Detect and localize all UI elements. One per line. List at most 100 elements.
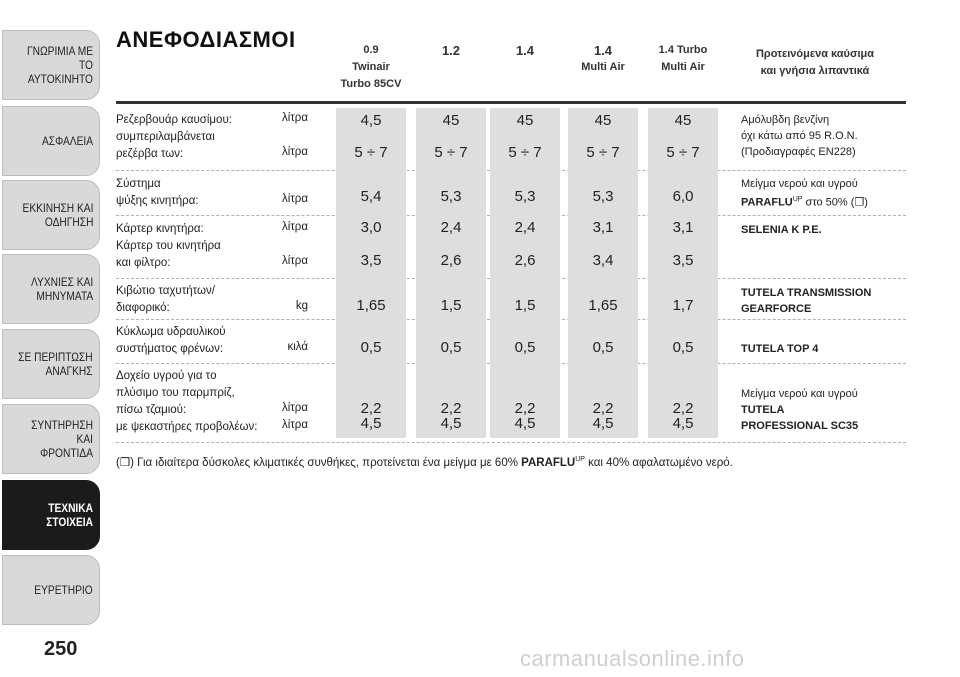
label-line: και φίλτρο: [116, 257, 171, 269]
watermark: carmanualsonline.info [520, 646, 745, 671]
tab-label: ΣΥΝΤΗΡΗΣΗ ΚΑΙ ΦΡΟΝΤΙΔΑ [31, 418, 93, 460]
brand-name: PARAFLU [741, 196, 793, 209]
tab-label: ΛΥΧΝΙΕΣ ΚΑΙ ΜΗΝΥΜΑΤΑ [30, 275, 93, 303]
unit: λίτρα [281, 112, 308, 124]
tab-getting-to-know[interactable]: ΓΝΩΡΙΜΙΑ ΜΕ ΤΟ ΑΥΤΟΚΙΝΗΤΟ [2, 30, 100, 100]
brand-name: PARAFLU [521, 457, 576, 469]
value-reserve: 5 ÷ 7 [434, 144, 468, 161]
fuel-coolant: Μείγμα νερού και υγρού PARAFLUUP στο 50%… [741, 176, 868, 211]
tab-maintenance[interactable]: ΣΥΝΤΗΡΗΣΗ ΚΑΙ ΦΡΟΝΤΙΔΑ [2, 404, 100, 474]
fuel-line: Αμόλυβδη βενζίνη [741, 114, 830, 126]
unit: λίτρα [281, 419, 308, 431]
label-line: Κάρτερ του κινητήρα [116, 240, 221, 252]
value-column-2: 45 5 ÷ 7 5,3 2,4 2,6 1,5 0,5 2,2 4,5 [490, 108, 560, 438]
tab-emergency[interactable]: ΣΕ ΠΕΡΙΠΤΩΣΗ ΑΝΑΓΚΗΣ [2, 329, 100, 399]
tab-label: ΑΣΦΑΛΕΙΑ [41, 134, 93, 148]
col-header-line: 1.2 [441, 43, 461, 58]
label-line: πλύσιμο του παρμπρίζ, [116, 387, 235, 399]
label-line: πίσω τζαμιού: [116, 404, 187, 416]
value-brake: 0,5 [592, 339, 614, 356]
fuel-header-line: Προτεινόμενα καύσιμα [755, 48, 875, 60]
brand-sup: UP [575, 456, 585, 464]
brand-name: TUTELA [741, 404, 785, 416]
unit: λίτρα [281, 221, 308, 233]
brand-name: GEARFORCE [741, 303, 812, 315]
row-gearbox-label: Κιβώτιο ταχυτήτων/ διαφορικό: [116, 283, 215, 317]
col-header-1: 1.2 [416, 42, 486, 59]
value-reserve: 5 ÷ 7 [508, 144, 542, 161]
value-reserve: 5 ÷ 7 [586, 144, 620, 161]
brand-name: TUTELA TRANSMISSION [741, 287, 872, 299]
col-header-line: 1.4 [515, 43, 535, 58]
brand-name: TUTELA TOP 4 [741, 343, 819, 355]
header-rule [116, 101, 906, 104]
tab-index[interactable]: ΕΥΡΕΤΗΡΙΟ [2, 555, 100, 625]
col-header-line: Twinair [352, 61, 390, 73]
value-brake: 0,5 [514, 339, 536, 356]
value-gearbox: 1,65 [356, 297, 386, 314]
tab-label: ΓΝΩΡΙΜΙΑ ΜΕ ΤΟ ΑΥΤΟΚΙΝΗΤΟ [27, 44, 93, 86]
value-sump-filter: 3,4 [592, 252, 614, 269]
row-fuel-tank-label: Ρεζερβουάρ καυσίμου: συμπεριλαμβάνεται ρ… [116, 112, 232, 163]
value-reserve: 5 ÷ 7 [354, 144, 388, 161]
col-header-line: 1.4 [593, 43, 613, 58]
value-tank: 45 [442, 112, 460, 129]
fuel-brake-fluid: TUTELA TOP 4 [741, 341, 818, 357]
value-cooling: 5,3 [514, 188, 536, 205]
value-cooling: 5,4 [360, 188, 382, 205]
value-sump-filter: 2,6 [440, 252, 462, 269]
fuel-engine-oil: SELENIA K P.E. [741, 222, 822, 238]
value-washer-2: 4,5 [592, 415, 614, 432]
footnote-text: και 40% αφαλατωμένο νερό. [584, 457, 733, 469]
col-header-line: Multi Air [581, 61, 625, 73]
value-cooling: 5,3 [440, 188, 462, 205]
tab-safety[interactable]: ΑΣΦΑΛΕΙΑ [2, 106, 100, 176]
label-line: ρεζέρβα των: [116, 148, 184, 160]
label-line: συμπεριλαμβάνεται [116, 131, 215, 143]
tab-label: ΕΥΡΕΤΗΡΙΟ [34, 583, 93, 597]
value-tank: 45 [516, 112, 534, 129]
value-column-4: 45 5 ÷ 7 6,0 3,1 3,5 1,7 0,5 2,2 4,5 [648, 108, 718, 438]
row-sump-label: Κάρτερ κινητήρα: Κάρτερ του κινητήρα και… [116, 221, 221, 272]
fuel-line: (Προδιαγραφές EN228) [741, 146, 856, 158]
col-header-4: 1.4 Turbo Multi Air [648, 42, 718, 76]
row-washer-label: Δοχείο υγρού για το πλύσιμο του παρμπρίζ… [116, 368, 257, 436]
value-brake: 0,5 [672, 339, 694, 356]
tab-label: ΤΕΧΝΙΚΑ ΣΤΟΙΧΕΙΑ [46, 501, 93, 529]
fuel-text: στο 50% (❒) [802, 196, 868, 209]
value-sump: 3,1 [592, 219, 614, 236]
col-header-line: Multi Air [661, 61, 705, 73]
fuel-washer-fluid: Μείγμα νερού και υγρού TUTELA PROFESSION… [741, 386, 858, 434]
col-header-line: Turbo 85CV [340, 78, 402, 90]
tab-warning-lights[interactable]: ΛΥΧΝΙΕΣ ΚΑΙ ΜΗΝΥΜΑΤΑ [2, 254, 100, 324]
value-tank: 45 [594, 112, 612, 129]
value-gearbox: 1,7 [672, 297, 694, 314]
tab-starting-driving[interactable]: ΕΚΚΙΝΗΣΗ ΚΑΙ ΟΔΗΓΗΣΗ [2, 180, 100, 250]
fuel-line: Μείγμα νερού και υγρού [741, 178, 858, 190]
value-sump-filter: 3,5 [672, 252, 694, 269]
value-washer-2: 4,5 [440, 415, 462, 432]
fuel-header: Προτεινόμενα καύσιμα και γνήσια λιπαντικ… [730, 46, 900, 80]
page-number: 250 [44, 638, 78, 660]
label-line: Κύκλωμα υδραυλικού [116, 326, 226, 338]
col-header-3: 1.4 Multi Air [568, 42, 638, 76]
fuel-line: όχι κάτω από 95 R.O.N. [741, 130, 858, 142]
tab-technical-specs[interactable]: ΤΕΧΝΙΚΑ ΣΤΟΙΧΕΙΑ [2, 480, 100, 550]
unit: λίτρα [281, 402, 308, 414]
value-reserve: 5 ÷ 7 [666, 144, 700, 161]
value-sump-filter: 3,5 [360, 252, 382, 269]
unit: κιλά [287, 341, 308, 353]
value-gearbox: 1,5 [440, 297, 462, 314]
label-line: Κάρτερ κινητήρα: [116, 223, 204, 235]
value-washer-1: 2,2 [440, 400, 462, 417]
label-line: ψύξης κινητήρα: [116, 195, 199, 207]
value-sump-filter: 2,6 [514, 252, 536, 269]
value-washer-1: 2,2 [672, 400, 694, 417]
tab-label: ΣΕ ΠΕΡΙΠΤΩΣΗ ΑΝΑΓΚΗΣ [18, 350, 93, 378]
value-column-3: 45 5 ÷ 7 5,3 3,1 3,4 1,65 0,5 2,2 4,5 [568, 108, 638, 438]
unit: λίτρα [281, 255, 308, 267]
row-divider [116, 442, 906, 443]
value-washer-1: 2,2 [514, 400, 536, 417]
fuel-line: PARAFLUUP στο 50% (❒) [741, 192, 868, 211]
label-line: Δοχείο υγρού για το [116, 370, 217, 382]
